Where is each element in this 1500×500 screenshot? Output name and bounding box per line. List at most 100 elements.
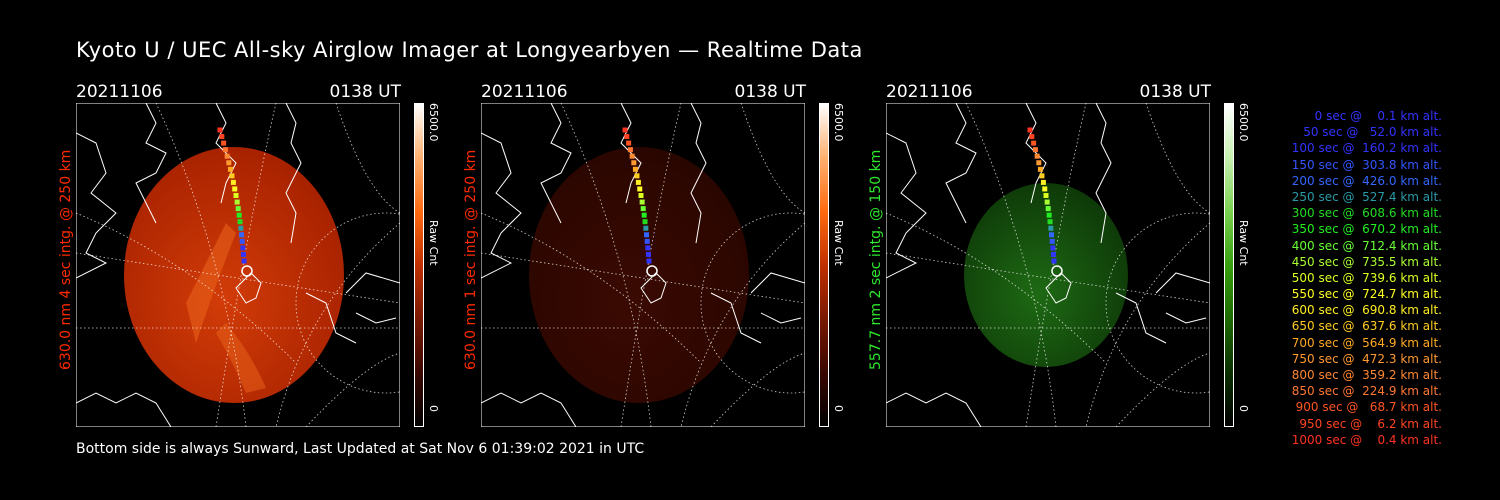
- coastline: [690, 103, 707, 244]
- trajectory-marker: [1050, 245, 1056, 251]
- trajectory-marker: [1049, 232, 1055, 238]
- trajectory-marker: [641, 212, 647, 218]
- coastline: [76, 132, 117, 279]
- trajectory-marker: [1050, 251, 1056, 257]
- colorbar-min-label: 0: [832, 405, 845, 412]
- legend-entry: 450 sec @ 735.5 km alt.: [1287, 254, 1442, 269]
- trajectory-marker: [1039, 173, 1045, 179]
- trajectory-marker: [230, 179, 236, 185]
- legend-entry: 0 sec @ 0.1 km alt.: [1303, 109, 1442, 123]
- trajectory-marker: [627, 147, 633, 153]
- trajectory-marker: [234, 199, 240, 205]
- latlon-gridline: [215, 103, 277, 427]
- trajectory-marker: [629, 153, 635, 159]
- coastline: [1165, 312, 1207, 324]
- coastline: [886, 392, 982, 427]
- trajectory-marker: [638, 193, 644, 198]
- panel-date: 20211106: [76, 82, 163, 102]
- coastline: [1095, 103, 1112, 244]
- trajectory-marker: [631, 160, 637, 166]
- latlon-gridline: [1105, 212, 1210, 394]
- coastline: [345, 272, 400, 294]
- colorbar: [1224, 103, 1234, 427]
- coastline: [305, 292, 357, 344]
- coastline: [620, 103, 642, 204]
- trajectory-marker: [1031, 140, 1037, 146]
- legend-entry: 350 sec @ 670.2 km alt.: [1287, 222, 1442, 237]
- aurora-arc: [216, 323, 266, 393]
- trajectory-marker: [1045, 206, 1051, 212]
- legend-entry: 900 sec @ 68.7 km alt.: [1291, 400, 1442, 415]
- coastline: [1025, 103, 1047, 204]
- legend-entry: 300 sec @ 608.6 km alt.: [1287, 206, 1442, 221]
- latlon-gridline: [76, 252, 400, 304]
- station-marker: [1051, 265, 1063, 277]
- footer-note: Bottom side is always Sunward, Last Upda…: [76, 441, 645, 457]
- coastline: [710, 292, 762, 344]
- coastline: [135, 103, 167, 224]
- trajectory-marker: [1042, 186, 1048, 192]
- legend-entry: 550 sec @ 724.7 km alt.: [1287, 287, 1442, 302]
- latlon-gridline: [1025, 103, 1087, 427]
- legend-entry: 150 sec @ 303.8 km alt.: [1287, 157, 1442, 172]
- coastline: [215, 103, 237, 204]
- panel-630nm-1sec: 20211106 0138 UT 630.0 nm 1 sec intg. @ …: [463, 80, 881, 430]
- trajectory-marker: [1046, 212, 1052, 218]
- trajectory-marker: [635, 179, 641, 185]
- trajectory-marker: [632, 166, 638, 172]
- legend-entry: 600 sec @ 690.8 km alt.: [1287, 303, 1442, 318]
- colorbar-unit-label: Raw Cnt: [427, 220, 440, 266]
- trajectory-marker: [644, 238, 650, 244]
- latlon-gridline: [295, 212, 400, 394]
- trajectory-marker: [239, 232, 245, 238]
- legend-entry: 400 sec @ 712.4 km alt.: [1287, 238, 1442, 253]
- legend-entry: 100 sec @ 160.2 km alt.: [1287, 141, 1442, 156]
- latlon-gridline: [275, 222, 400, 427]
- allsky-map: [481, 103, 805, 427]
- colorbar-max-label: 6500.0: [832, 103, 845, 142]
- trajectory-marker: [1036, 160, 1042, 166]
- colorbar-min-label: 0: [427, 405, 440, 412]
- panel-557nm-2sec: 20211106 0138 UT 557.7 nm 2 sec intg. @ …: [868, 80, 1286, 430]
- trajectory-marker: [229, 173, 235, 179]
- legend-entry: 800 sec @ 359.2 km alt.: [1287, 368, 1442, 382]
- airglow-ellipse: [964, 183, 1128, 367]
- station-marker: [646, 265, 658, 277]
- airglow-ellipse: [529, 147, 749, 403]
- coastline: [481, 392, 577, 427]
- trajectory-marker: [222, 147, 228, 153]
- trajectory-marker: [238, 225, 244, 231]
- trajectory-marker: [232, 186, 238, 192]
- trajectory-marker: [226, 160, 232, 166]
- trajectory-marker: [237, 219, 243, 225]
- latlon-gridline: [481, 212, 702, 364]
- legend-entry: 950 sec @ 6.2 km alt.: [1295, 416, 1442, 431]
- wavelength-label: 630.0 nm 1 sec intg. @ 250 km: [463, 149, 479, 370]
- coastline: [1115, 292, 1167, 344]
- wavelength-label: 557.7 nm 2 sec intg. @ 150 km: [868, 149, 884, 370]
- legend-entry: 500 sec @ 739.6 km alt.: [1287, 270, 1442, 285]
- trajectory-marker: [642, 219, 648, 225]
- trajectory-legend: 0 sec @ 0.1 km alt. 50 sec @ 52.0 km alt…: [1262, 108, 1442, 448]
- trajectory-marker: [217, 127, 223, 133]
- page-title: Kyoto U / UEC All-sky Airglow Imager at …: [76, 38, 863, 62]
- panel-time: 0138 UT: [1139, 82, 1212, 102]
- coastline: [1045, 272, 1072, 304]
- trajectory-marker: [1032, 147, 1038, 153]
- coastline: [235, 272, 262, 304]
- trajectory-marker: [221, 140, 227, 146]
- trajectory-marker: [639, 199, 645, 205]
- panel-time: 0138 UT: [734, 82, 807, 102]
- coastline: [1155, 272, 1210, 294]
- trajectory-marker: [645, 245, 651, 251]
- trajectory-marker: [219, 134, 225, 140]
- trajectory-marker: [646, 258, 652, 264]
- coastline: [285, 103, 302, 244]
- latlon-gridline: [886, 212, 1107, 364]
- latlon-gridline: [76, 212, 297, 364]
- colorbar-unit-label: Raw Cnt: [832, 220, 845, 266]
- coastline: [355, 312, 397, 324]
- legend-entry: 50 sec @ 52.0 km alt.: [1295, 125, 1442, 140]
- coastline: [945, 103, 977, 224]
- trajectory-marker: [233, 193, 239, 198]
